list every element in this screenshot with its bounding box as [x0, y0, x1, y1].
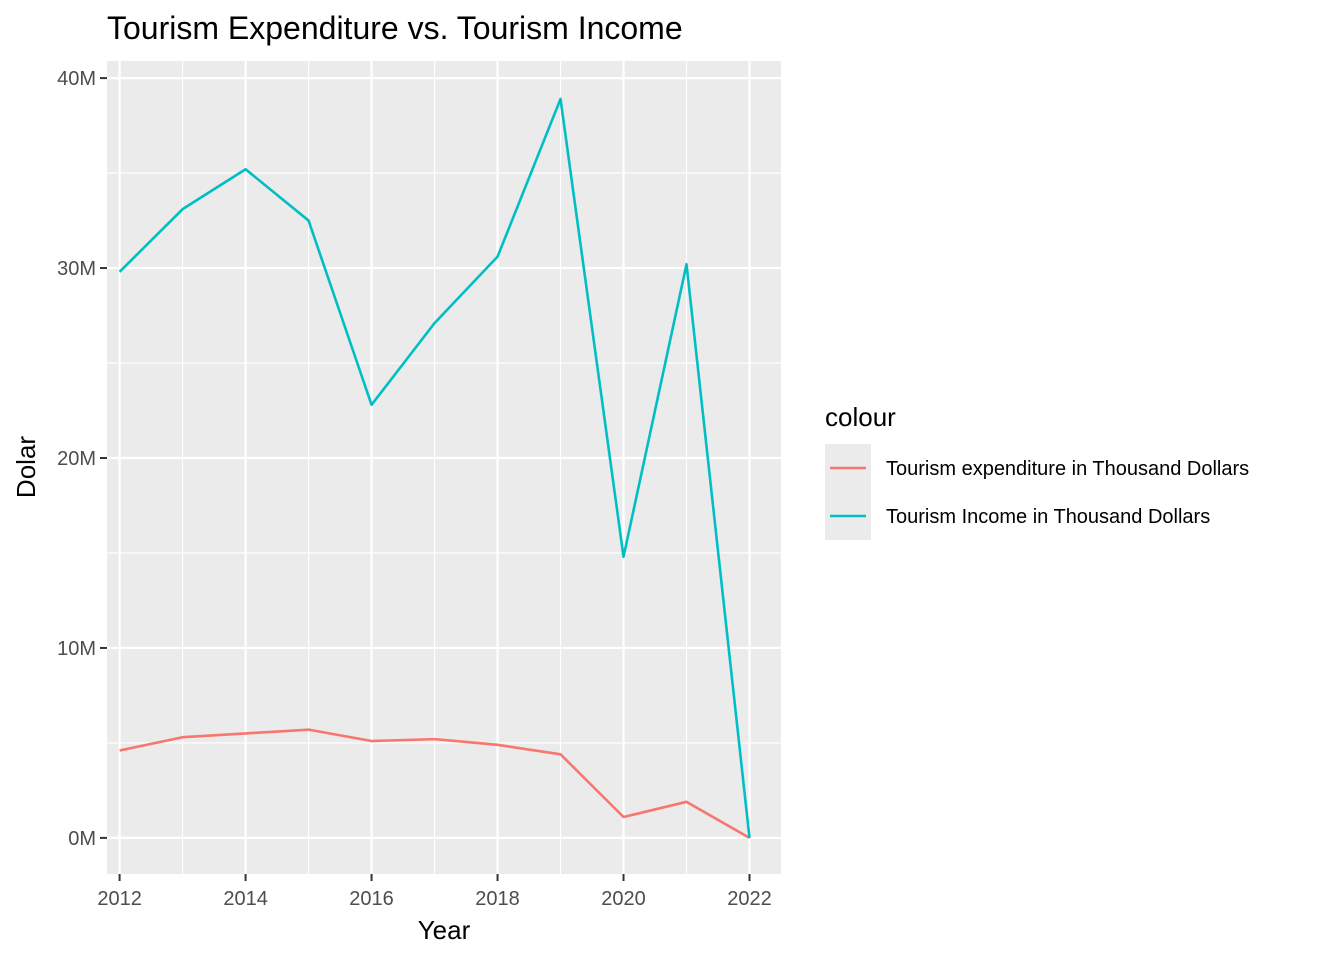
x-tick-label: 2022 [727, 888, 772, 910]
x-tick-label: 2012 [97, 888, 142, 910]
legend-label: Tourism expenditure in Thousand Dollars [886, 458, 1249, 480]
y-tick-label: 10M [57, 638, 96, 660]
x-tick-label: 2018 [475, 888, 520, 910]
legend: colour Tourism expenditure in Thousand D… [825, 402, 1249, 540]
y-tick-label: 40M [57, 68, 96, 90]
y-axis: 0M 10M 20M 30M 40M [57, 68, 107, 850]
series-line-1 [119, 728, 751, 840]
x-tick-label: 2016 [349, 888, 394, 910]
y-axis-title: Dolar [11, 436, 41, 498]
legend-label: Tourism Income in Thousand Dollars [886, 506, 1210, 528]
plot-panel [107, 61, 781, 874]
legend-title: colour [825, 402, 896, 432]
x-tick-label: 2020 [601, 888, 646, 910]
major-gridlines [107, 61, 781, 874]
y-tick-label: 30M [57, 258, 96, 280]
minor-gridlines [107, 61, 781, 874]
chart-title: Tourism Expenditure vs. Tourism Income [107, 10, 683, 46]
y-tick-label: 20M [57, 448, 96, 470]
series-lines [118, 97, 751, 840]
y-tick-label: 0M [68, 828, 96, 850]
x-axis: 2012 2014 2016 2018 2020 2022 [97, 874, 772, 910]
x-axis-title: Year [418, 915, 471, 945]
series-line-2 [118, 97, 751, 839]
x-tick-label: 2014 [223, 888, 268, 910]
